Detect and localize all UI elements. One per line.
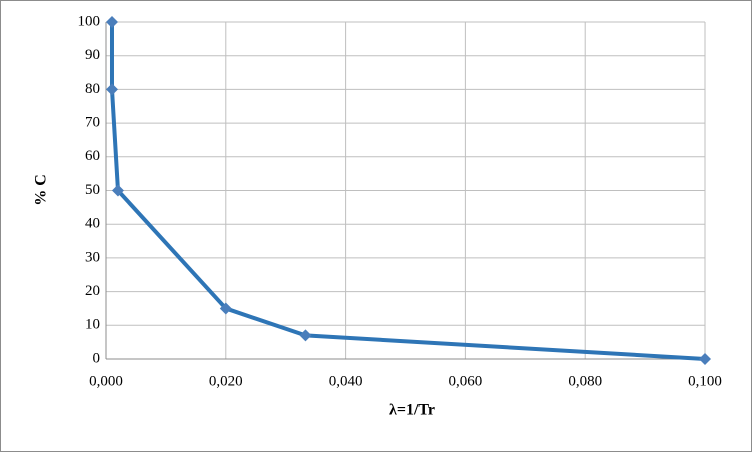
y-tick-label: 20 <box>85 283 100 299</box>
x-tick-label: 0,060 <box>449 373 483 389</box>
data-point <box>299 329 312 342</box>
y-tick-label: 60 <box>85 148 100 164</box>
series-line <box>109 22 706 361</box>
y-tick-label: 40 <box>85 216 100 232</box>
data-point <box>105 16 118 28</box>
y-tick-label: 80 <box>85 81 100 97</box>
x-tick-label: 0,020 <box>209 373 243 389</box>
x-axis-title: λ=1/Tr <box>389 402 435 419</box>
data-point <box>699 353 711 365</box>
data-point <box>111 184 124 197</box>
y-axis-title: % C <box>33 174 50 206</box>
data-point <box>219 302 232 315</box>
y-tick-label: 100 <box>78 13 101 29</box>
y-tick-label: 0 <box>93 350 101 366</box>
y-tick-label: 30 <box>85 249 100 265</box>
y-tick-label: 90 <box>85 47 100 63</box>
x-tick-label: 0,100 <box>688 373 722 389</box>
data-point <box>105 83 118 96</box>
y-tick-label: 10 <box>85 317 100 333</box>
x-tick-label: 0,000 <box>89 373 123 389</box>
y-tick-label: 50 <box>85 182 100 198</box>
x-tick-label: 0,080 <box>568 373 602 389</box>
y-tick-label: 70 <box>85 115 100 131</box>
x-tick-label: 0,040 <box>329 373 363 389</box>
